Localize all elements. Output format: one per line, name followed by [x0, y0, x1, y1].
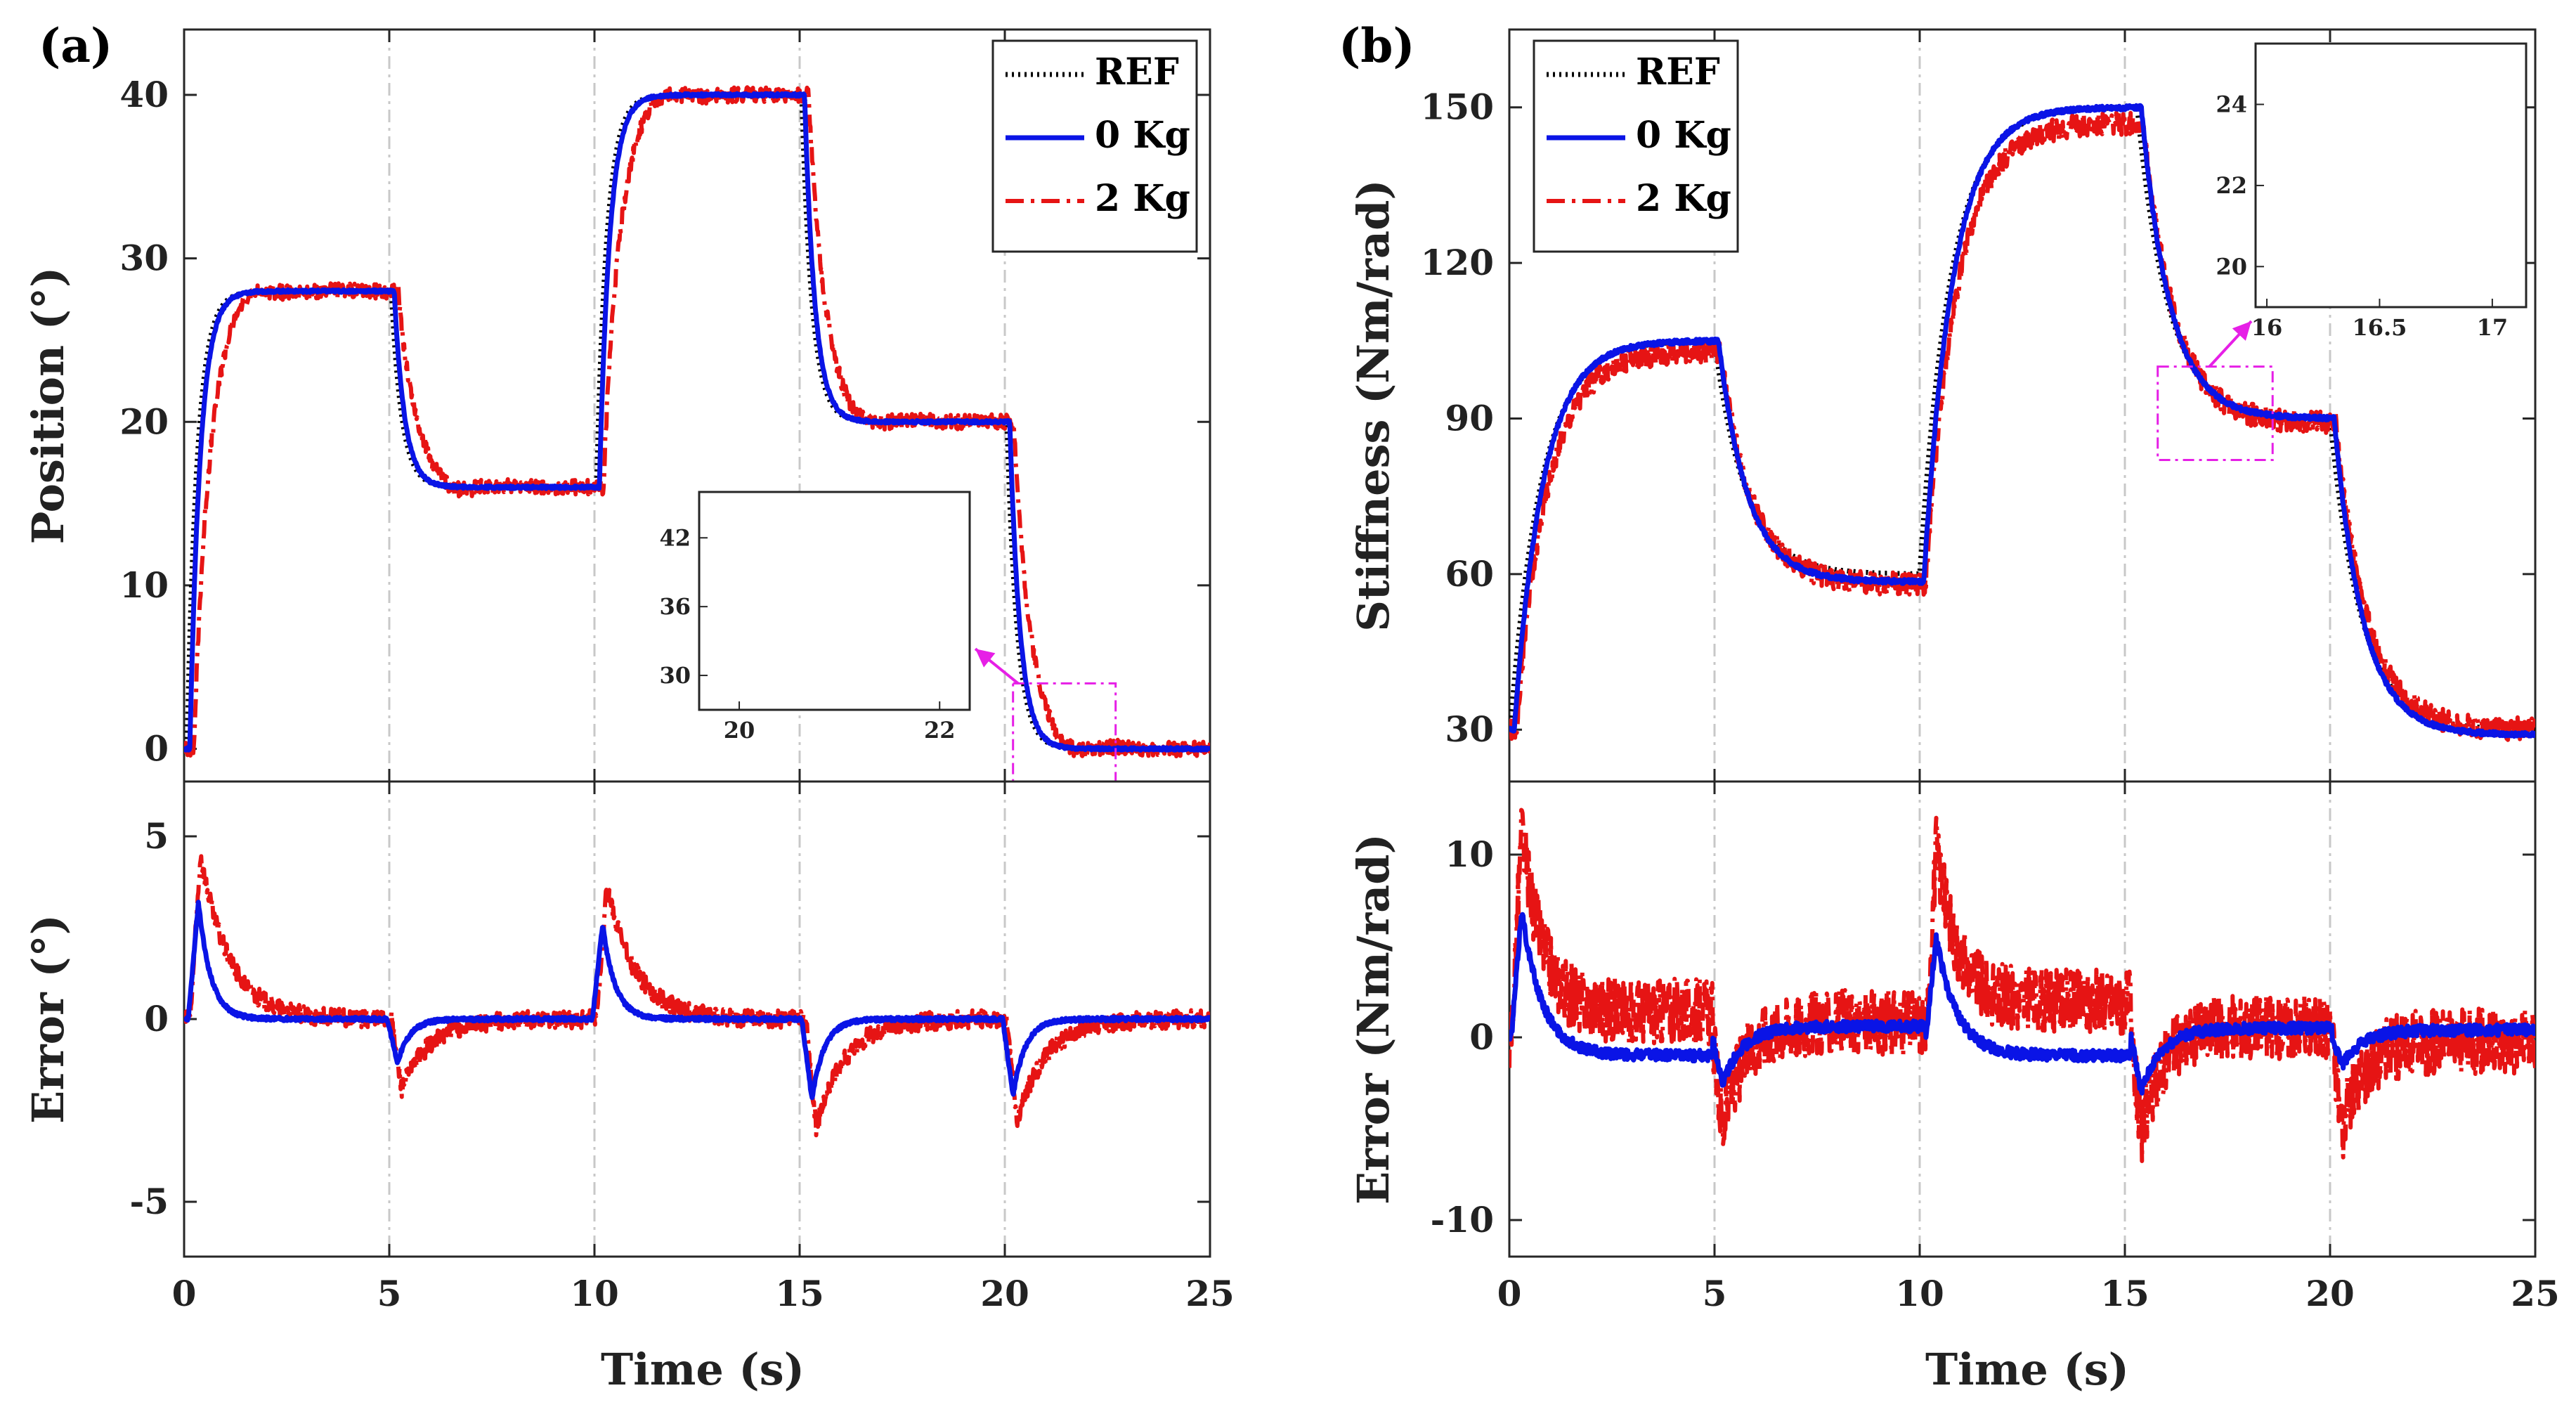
- x-axis-label-a: Time (s): [601, 1344, 805, 1395]
- b-top-inset-x-tick-label: 17: [2477, 314, 2509, 341]
- b-top-legend-label-0-kg: 0 Kg: [1636, 114, 1731, 157]
- b-top-inset-x-tick-label: 16: [2251, 314, 2283, 341]
- b-top-y-tick-label: 90: [1445, 397, 1494, 439]
- b-top-y-tick-label: 60: [1445, 553, 1494, 595]
- b-top-zoom-arrow-head: [2232, 321, 2251, 341]
- a-bottom-x-tick-label: 25: [1185, 1273, 1235, 1314]
- b-bottom-series-0-kg: [1509, 912, 2535, 1096]
- b-top-inset-border: [2254, 42, 2528, 309]
- a-bottom-y-tick-label: 5: [144, 815, 169, 857]
- a-top-inset-x-tick-label: 20: [724, 717, 755, 744]
- panel-tag-a: (a): [39, 18, 112, 73]
- b-top-y-tick-label: 120: [1421, 242, 1494, 283]
- b-top-legend-label-ref: REF: [1636, 51, 1720, 93]
- a-top-y-tick-label: 10: [119, 564, 169, 606]
- a-bottom-y-tick-label: -5: [129, 1181, 169, 1222]
- a-top-legend-label-ref: REF: [1095, 51, 1179, 93]
- b-top-inset-y-tick-label: 22: [2216, 172, 2247, 199]
- b-top-y-tick-label: 30: [1445, 708, 1494, 750]
- b-bottom-y-tick-label: -10: [1431, 1199, 1494, 1240]
- a-bottom-y-tick-label: 0: [144, 998, 169, 1039]
- a-top-zoom-arrow-head: [975, 649, 996, 668]
- b-bottom-y-axis-label: Error (Nm/rad): [1348, 834, 1399, 1205]
- a-bottom-x-tick-label: 10: [570, 1273, 619, 1314]
- b-top-series-0-kg: [1509, 103, 2535, 739]
- a-top-y-tick-label: 20: [119, 401, 169, 442]
- a-bottom-y-axis-label: Error (°): [22, 914, 74, 1124]
- b-bottom-series-2-kg: [1509, 808, 2535, 1163]
- a-top-legend-box: [991, 39, 1198, 253]
- chart-a-bottom: -5 0 5 0 5 10 15 20 25 Error (°): [22, 780, 1235, 1314]
- a-top-y-tick-label: 40: [119, 74, 169, 115]
- a-top-inset-x-tick-label: 22: [924, 717, 956, 744]
- a-bottom-x-tick-label: 5: [377, 1273, 402, 1314]
- b-top-y-axis-label: Stiffness (Nm/rad): [1348, 179, 1399, 632]
- b-bottom-y-tick-label: 0: [1469, 1016, 1494, 1058]
- a-top-y-tick-label: 0: [144, 727, 169, 769]
- a-top-legend-label-2-kg: 2 Kg: [1095, 177, 1190, 220]
- b-bottom-x-tick-label: 5: [1703, 1273, 1727, 1314]
- a-bottom-x-tick-label: 15: [775, 1273, 824, 1314]
- b-bottom-x-tick-label: 25: [2511, 1273, 2560, 1314]
- b-bottom-x-tick-label: 20: [2305, 1273, 2355, 1314]
- a-top-inset-y-tick-label: 30: [659, 662, 691, 689]
- a-top-zoom-region-box: [1012, 682, 1117, 783]
- b-top-legend-label-2-kg: 2 Kg: [1636, 177, 1731, 220]
- b-bottom-x-tick-label: 15: [2100, 1273, 2149, 1314]
- b-top-inset-y-tick-label: 24: [2216, 91, 2247, 118]
- a-top-inset-y-tick-label: 42: [659, 524, 691, 551]
- b-bottom-y-tick-label: 10: [1445, 834, 1494, 875]
- a-top-series-0-kg: [184, 91, 1210, 753]
- panel-tag-b: (b): [1339, 18, 1415, 73]
- a-bottom-x-tick-label: 20: [980, 1273, 1029, 1314]
- b-top-inset-x-tick-label: 16.5: [2352, 314, 2407, 341]
- a-bottom-x-tick-label: 0: [172, 1273, 197, 1314]
- b-top-legend-box: [1533, 39, 1739, 253]
- a-top-inset-frame: [698, 491, 971, 711]
- b-bottom-x-tick-label: 10: [1895, 1273, 1944, 1314]
- b-top-inset-y-tick-label: 20: [2216, 253, 2247, 280]
- a-bottom-series-0-kg: [184, 900, 1210, 1101]
- a-top-inset-border: [698, 491, 971, 711]
- b-bottom-x-tick-label: 0: [1497, 1273, 1522, 1314]
- b-top-zoom-region-box: [2157, 365, 2274, 461]
- x-axis-label-b: Time (s): [1925, 1344, 2129, 1395]
- a-top-legend-label-0-kg: 0 Kg: [1095, 114, 1190, 157]
- b-top-series-2-kg: [1509, 110, 2535, 742]
- a-top-inset-y-tick-label: 36: [659, 593, 691, 620]
- b-top-inset-frame: [2254, 42, 2528, 309]
- a-top-y-axis-label: Position (°): [22, 267, 74, 545]
- b-top-y-tick-label: 150: [1421, 86, 1494, 128]
- a-top-y-tick-label: 30: [119, 238, 169, 279]
